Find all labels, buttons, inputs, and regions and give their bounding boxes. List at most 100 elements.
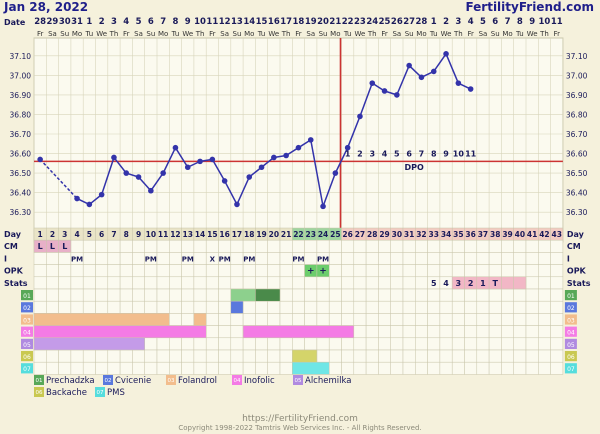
temp-point <box>271 154 277 161</box>
row-badge-right <box>564 302 577 313</box>
date-number: 7 <box>160 17 166 27</box>
temp-point <box>234 201 240 208</box>
grid-cell <box>513 288 527 302</box>
grid-cell <box>550 325 564 339</box>
day-number: 11 <box>158 230 168 239</box>
temp-segment <box>445 53 460 84</box>
row-label-right: I <box>567 254 570 263</box>
grid-cell <box>328 349 342 363</box>
grid-cell <box>58 276 72 290</box>
grid-cell <box>107 252 121 265</box>
temp-segment <box>113 157 127 174</box>
grid-cell <box>82 276 96 290</box>
grid-cell <box>390 300 404 314</box>
temp-point <box>111 154 117 161</box>
grid-cell <box>390 276 404 290</box>
grid-cell <box>279 349 293 363</box>
temp-tick-right: 36.70 <box>566 130 588 139</box>
opk-value: + <box>307 267 315 277</box>
weekday-label: We <box>441 30 452 38</box>
day-number: 34 <box>441 230 451 239</box>
day-number: 12 <box>170 230 180 239</box>
grid-cell <box>488 288 502 302</box>
grid-cell <box>46 252 59 265</box>
date-number: 10 <box>539 17 551 27</box>
grid-cell <box>230 361 244 375</box>
grid-cell <box>255 252 268 265</box>
grid-cell <box>353 300 367 314</box>
date-number: 28 <box>416 17 428 27</box>
date-number: 2 <box>99 17 105 27</box>
footer-url[interactable]: https://FertilityFriend.com <box>242 414 358 424</box>
weekday-label: Su <box>319 30 328 38</box>
grid-cell <box>70 288 84 302</box>
day-number: 37 <box>478 230 488 239</box>
grid-cell <box>205 349 219 363</box>
grid-cell <box>365 288 379 302</box>
grid-cell <box>464 252 478 265</box>
row-badge-text: 04 <box>567 330 575 337</box>
grid-cell <box>415 276 428 290</box>
grid-cell <box>390 252 404 265</box>
site-link[interactable]: FertilityFriend.com <box>465 0 594 14</box>
grid-cell <box>70 361 84 375</box>
day-number: 22 <box>293 230 303 239</box>
grid-cell <box>390 264 404 278</box>
weekday-label: Th <box>195 30 205 38</box>
grid-cell <box>119 349 133 363</box>
grid-cell <box>501 264 514 278</box>
date-number: 15 <box>256 17 268 27</box>
date-number: 4 <box>468 17 474 27</box>
weekday-label: Fr <box>123 30 130 38</box>
grid-cell <box>144 349 158 363</box>
temp-point <box>246 174 253 180</box>
weekday-label: Tu <box>343 30 352 38</box>
temp-point <box>455 80 462 86</box>
weekday-label: Sa <box>134 30 143 38</box>
grid-cell <box>218 325 232 339</box>
weekday-label: Th <box>539 30 549 38</box>
grid-cell <box>82 239 96 253</box>
grid-cell <box>181 288 195 302</box>
grid-cell <box>205 337 219 351</box>
temp-tick-left: 36.50 <box>10 169 32 178</box>
grid-cell <box>316 313 330 326</box>
day-number: 17 <box>232 230 242 239</box>
grid-cell <box>193 300 207 314</box>
grid-cell <box>156 264 170 278</box>
dpo-number: 10 <box>453 150 465 159</box>
date-number: 5 <box>480 17 486 27</box>
grid-cell <box>353 361 367 375</box>
temp-point <box>344 144 351 151</box>
grid-cell <box>205 313 219 326</box>
grid-cell <box>58 361 72 375</box>
grid-cell <box>353 239 367 253</box>
temp-point <box>369 80 376 86</box>
stats-cell <box>513 276 527 290</box>
row-badge-right <box>564 326 577 337</box>
date-number: 27 <box>403 17 415 27</box>
grid-cell <box>353 313 367 326</box>
grid-cell <box>402 252 416 265</box>
grid-cell <box>439 239 453 253</box>
day-number: 26 <box>342 230 352 239</box>
grid-cell <box>415 300 428 314</box>
weekday-label: Mo <box>416 30 426 38</box>
grid-cell <box>464 300 478 314</box>
grid-cell <box>132 276 145 290</box>
temp-point <box>148 187 154 194</box>
grid-cell <box>439 337 453 351</box>
grid-cell <box>402 288 416 302</box>
row-badge-text: 02 <box>567 305 575 312</box>
grid-cell <box>378 300 391 314</box>
grid-cell <box>402 337 416 351</box>
date-number: 16 <box>268 17 280 27</box>
grid-cell <box>242 300 256 314</box>
grid-cell <box>341 288 355 302</box>
grid-cell <box>156 300 170 314</box>
weekday-label: Tu <box>429 30 438 38</box>
temp-point <box>98 191 105 198</box>
custom-bar-01 <box>255 288 281 302</box>
grid-cell <box>538 276 551 290</box>
custom-bar-04 <box>242 325 355 339</box>
